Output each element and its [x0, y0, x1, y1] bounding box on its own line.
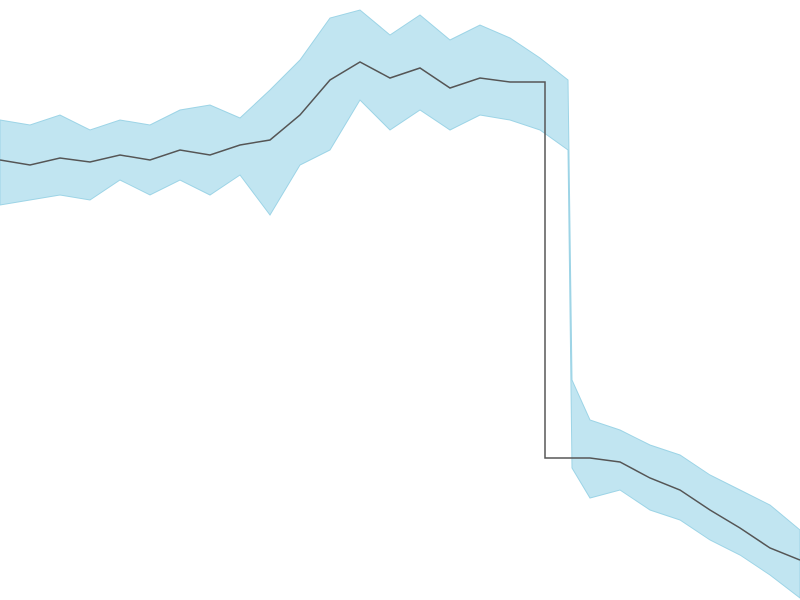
confidence-band — [0, 10, 800, 598]
line-chart — [0, 0, 800, 600]
chart-container — [0, 0, 800, 600]
